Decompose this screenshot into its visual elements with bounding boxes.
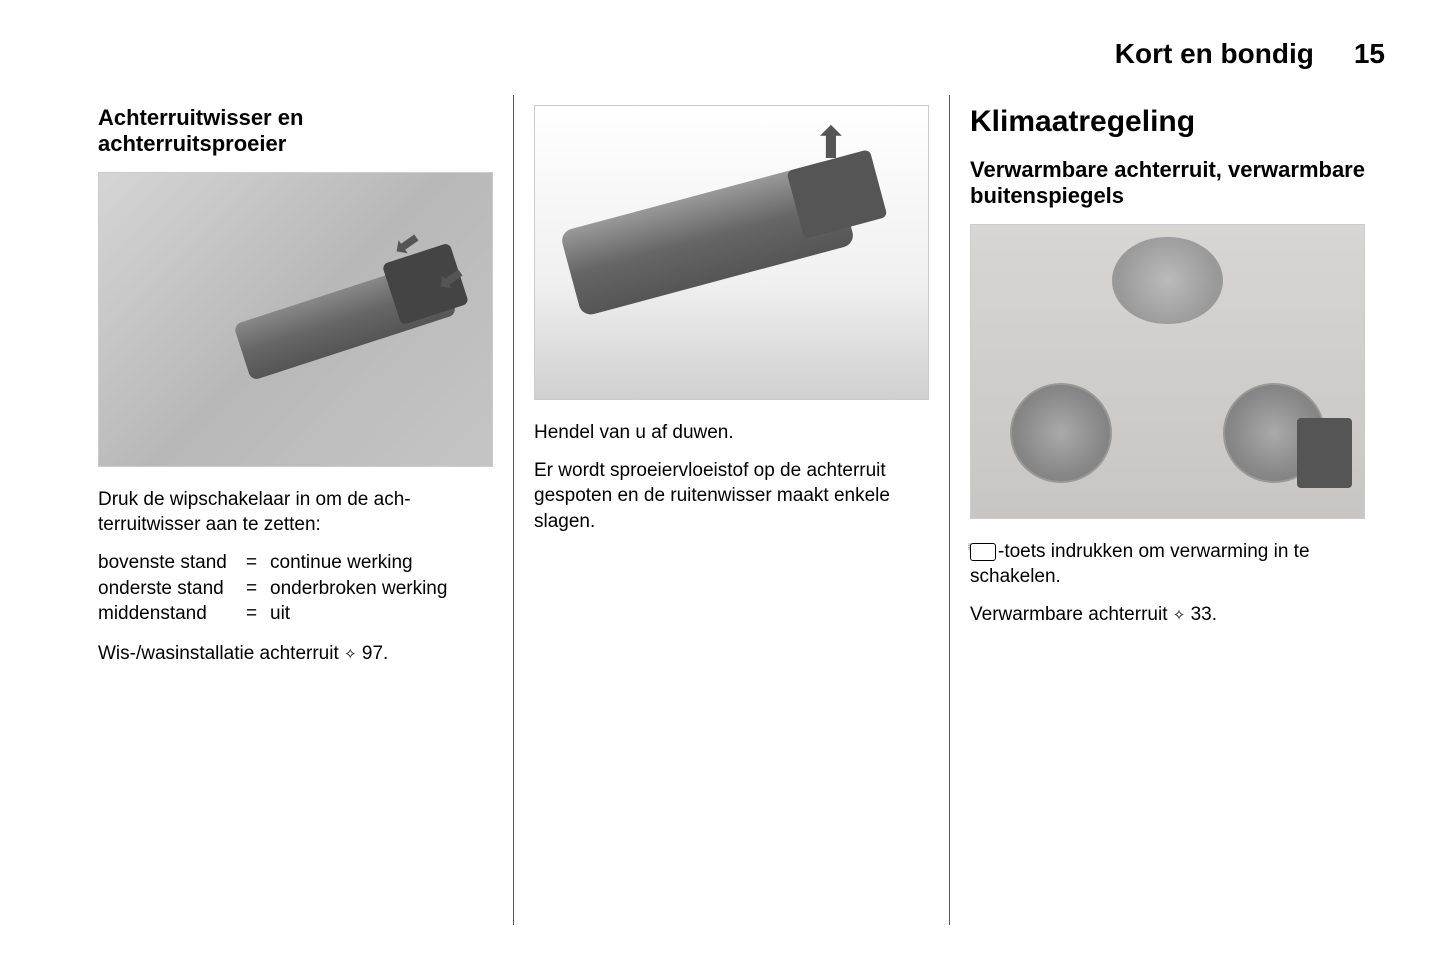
col1-intro: Druk de wipschakelaar in om de ach­terru…: [98, 487, 493, 538]
arrow-up-icon: ⬆: [813, 118, 850, 169]
column-2: ⬆ Hendel van u af duwen. Er wordt sproei…: [514, 95, 950, 925]
img3-top-dial: [1112, 237, 1222, 325]
table-row: middenstand = uit: [98, 601, 493, 627]
page-header: Kort en bondig 15: [1115, 38, 1385, 70]
equals-sign: =: [246, 550, 270, 576]
setting-value: onderbroken werking: [270, 576, 493, 602]
reference-icon: ✧: [1173, 606, 1186, 626]
chapter-title: Kort en bondig: [1115, 38, 1314, 70]
ref-prefix: Wis-/wasinstallatie achterruit: [98, 643, 344, 664]
col3-sub-title: Verwarmbare achterruit, verwarmbare buit…: [970, 157, 1365, 210]
defrost-icon: [970, 543, 996, 561]
img3-bg: [971, 225, 1364, 518]
illustration-climate-panel: [970, 224, 1365, 519]
img1-bg: ➡ ➡: [99, 173, 492, 466]
column-3: Klimaatregeling Verwarmbare achterruit, …: [950, 95, 1385, 925]
col3-main-title: Klimaatregeling: [970, 105, 1365, 139]
illustration-rear-wiper-switch: ➡ ➡: [98, 172, 493, 467]
table-row: onderste stand = onderbroken werking: [98, 576, 493, 602]
img3-dial-left: [1010, 383, 1112, 483]
settings-table: bovenste stand = continue werking onders…: [98, 550, 493, 627]
ref-prefix: Verwarmbare achterruit: [970, 604, 1173, 625]
col3-body: -toets indrukken om verwarming in te sch…: [970, 539, 1365, 590]
col3-reference: Verwarmbare achterruit ✧ 33.: [970, 602, 1365, 628]
illustration-lever-push: ⬆: [534, 105, 929, 400]
equals-sign: =: [246, 576, 270, 602]
col2-line1: Hendel van u af duwen.: [534, 420, 929, 446]
setting-value: continue werking: [270, 550, 493, 576]
col1-title: Achterruitwisser en achterruitsproeier: [98, 105, 493, 158]
page-number: 15: [1354, 38, 1385, 70]
setting-value: uit: [270, 601, 493, 627]
ref-page: 97.: [362, 643, 388, 664]
setting-label: onderste stand: [98, 576, 246, 602]
col1-reference: Wis-/wasinstallatie achterruit ✧ 97.: [98, 641, 493, 667]
equals-sign: =: [246, 601, 270, 627]
content-area: Achterruitwisser en achterruitsproeier ➡…: [78, 95, 1385, 925]
table-row: bovenste stand = continue werking: [98, 550, 493, 576]
img3-defrost-button: [1297, 418, 1352, 488]
ref-page: 33.: [1191, 604, 1217, 625]
setting-label: middenstand: [98, 601, 246, 627]
col2-line2: Er wordt sproeiervloeistof op de ach­ter…: [534, 458, 929, 535]
body-suffix: -toets indrukken om verwarming in te sch…: [970, 541, 1310, 588]
reference-icon: ✧: [344, 645, 357, 665]
column-1: Achterruitwisser en achterruitsproeier ➡…: [78, 95, 514, 925]
setting-label: bovenste stand: [98, 550, 246, 576]
img2-bg: ⬆: [535, 106, 928, 399]
